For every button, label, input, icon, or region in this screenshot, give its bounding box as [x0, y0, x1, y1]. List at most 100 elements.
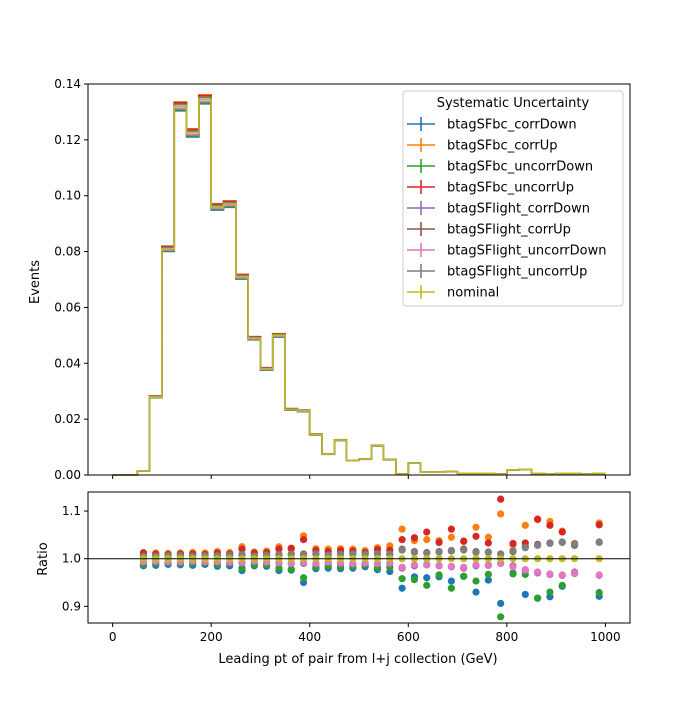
legend-label-btagSFlight_uncorrUp: btagSFlight_uncorrUp — [447, 265, 587, 280]
x-tick-label: 600 — [397, 630, 420, 644]
ratio-point-btagSFbc_uncorrUp — [423, 528, 431, 536]
ratio-point-btagSFbc_uncorrUp — [435, 538, 443, 547]
top-y-tick-label: 0.14 — [54, 77, 81, 91]
legend: Systematic Uncertainty btagSFbc_corrDown… — [402, 90, 624, 307]
top-y-tick-label: 0.02 — [54, 412, 81, 426]
ratio-point-btagSFbc_uncorrDown — [558, 581, 566, 589]
top-y-tick-label: 0.06 — [54, 300, 81, 314]
ratio-point-btagSFlight_uncorrDown — [460, 563, 468, 571]
ratio-point-btagSFbc_uncorrUp — [484, 539, 492, 547]
ratio-point-btagSFbc_uncorrUp — [472, 532, 480, 540]
legend-label-btagSFlight_corrDown: btagSFlight_corrDown — [447, 202, 590, 217]
ratio-point-btagSFbc_uncorrDown — [460, 572, 468, 580]
ratio-point-btagSFbc_uncorrDown — [275, 564, 283, 572]
x-tick-label: 0 — [109, 630, 117, 644]
ratio-point-btagSFlight_uncorrUp — [570, 540, 579, 549]
legend-label-btagSFbc_uncorrDown: btagSFbc_uncorrDown — [447, 160, 593, 175]
ratio-point-btagSFlight_uncorrDown — [546, 570, 554, 578]
ratio-point-btagSFbc_uncorrUp — [238, 545, 246, 553]
ratio-point-btagSFlight_uncorrDown — [595, 571, 603, 579]
ratio-point-btagSFbc_uncorrUp — [398, 536, 406, 544]
x-tick-label: 400 — [298, 630, 321, 644]
x-tick-label: 200 — [200, 630, 223, 644]
ratio-point-btagSFlight_uncorrUp — [558, 538, 566, 547]
ratio-point-btagSFbc_uncorrUp — [509, 539, 517, 548]
ratio-point-btagSFbc_corrDown — [398, 584, 406, 592]
y-axis-label-bottom: Ratio — [36, 542, 51, 575]
ratio-point-btagSFbc_uncorrUp — [546, 521, 554, 529]
legend-frame — [402, 90, 624, 307]
ratio-point-btagSFbc_uncorrUp — [558, 528, 566, 536]
bottom-y-tick-label: 1.0 — [62, 552, 81, 566]
ratio-point-btagSFbc_uncorrUp — [447, 525, 455, 533]
ratio-point-btagSFbc_corrUp — [423, 536, 431, 544]
ratio-point-btagSFlight_uncorrDown — [509, 563, 517, 571]
x-tick-label: 1000 — [590, 630, 621, 644]
ratio-point-btagSFlight_uncorrUp — [521, 544, 529, 552]
x-tick-label: 800 — [495, 630, 518, 644]
ratio-point-btagSFbc_uncorrDown — [546, 588, 554, 596]
legend-label-nominal: nominal — [447, 286, 499, 301]
ratio-point-btagSFlight_uncorrUp — [435, 548, 443, 556]
ratio-point-btagSFbc_uncorrDown — [435, 571, 443, 579]
ratio-point-btagSFlight_uncorrUp — [509, 546, 517, 555]
ratio-point-btagSFbc_corrUp — [521, 521, 529, 529]
ratio-point-btagSFlight_uncorrUp — [423, 549, 431, 557]
ratio-point-btagSFlight_uncorrDown — [558, 571, 566, 579]
ratio-point-btagSFbc_uncorrUp — [299, 536, 308, 544]
ratio-point-btagSFbc_uncorrDown — [497, 613, 505, 621]
ratio-point-btagSFlight_uncorrDown — [472, 561, 480, 569]
ratio-point-btagSFlight_uncorrDown — [398, 563, 406, 571]
ratio-point-btagSFbc_uncorrDown — [398, 575, 406, 583]
ratio-point-btagSFlight_uncorrUp — [410, 548, 419, 557]
top-y-tick-label: 0.00 — [54, 468, 81, 482]
ratio-point-btagSFbc_uncorrDown — [447, 584, 455, 592]
top-panel-frame — [87, 83, 631, 476]
ratio-point-btagSFlight_uncorrDown — [410, 561, 419, 569]
ratio-point-btagSFlight_uncorrUp — [546, 539, 554, 548]
ratio-point-btagSFbc_uncorrUp — [275, 545, 283, 553]
ratio-point-btagSFlight_uncorrDown — [570, 569, 579, 577]
legend-label-btagSFlight_uncorrDown: btagSFlight_uncorrDown — [447, 244, 607, 259]
ratio-point-btagSFbc_uncorrDown — [238, 564, 246, 572]
top-y-tick-label: 0.08 — [54, 245, 81, 259]
ratio-point-btagSFlight_uncorrDown — [435, 561, 443, 569]
series-step-nominal — [112, 98, 606, 476]
ratio-point-btagSFbc_uncorrDown — [287, 565, 295, 573]
legend-label-btagSFlight_corrUp: btagSFlight_corrUp — [447, 223, 571, 238]
ratio-point-btagSFbc_corrDown — [447, 577, 455, 585]
ratio-point-btagSFbc_uncorrUp — [595, 521, 603, 529]
ratio-point-btagSFbc_uncorrUp — [410, 534, 419, 542]
axes-layer: 0 200 400 600 800 1000 0.00 0.02 0.04 0.06 0.08 0.1… — [54, 77, 631, 644]
ratio-point-btagSFlight_uncorrDown — [423, 560, 431, 569]
ratio-point-btagSFbc_uncorrDown — [299, 574, 308, 582]
ratio-point-btagSFbc_corrUp — [398, 525, 406, 533]
top-y-tick-label: 0.04 — [54, 356, 81, 370]
ratio-point-btagSFbc_uncorrDown — [595, 588, 603, 597]
ratio-point-btagSFlight_uncorrDown — [447, 562, 455, 570]
ratio-point-btagSFbc_uncorrDown — [472, 577, 480, 585]
bottom-y-tick-label: 0.9 — [62, 599, 81, 613]
ratio-point-btagSFbc_corrUp — [472, 523, 480, 531]
ratio-point-btagSFbc_corrUp — [497, 510, 505, 518]
ratio-point-btagSFlight_uncorrUp — [447, 547, 455, 555]
ratio-point-btagSFlight_uncorrUp — [484, 548, 492, 557]
ratio-point-btagSFbc_corrDown — [521, 590, 529, 599]
bottom-series-layer — [139, 495, 603, 621]
ratio-point-btagSFbc_corrDown — [423, 574, 431, 582]
ratio-point-btagSFbc_corrDown — [497, 599, 505, 608]
legend-label-btagSFbc_corrDown: btagSFbc_corrDown — [447, 118, 577, 133]
ratio-point-btagSFbc_uncorrDown — [534, 594, 542, 602]
bottom-panel-frame — [87, 491, 631, 624]
ratio-point-btagSFlight_uncorrUp — [398, 546, 406, 554]
ratio-point-btagSFbc_corrUp — [447, 533, 455, 541]
ratio-point-btagSFbc_uncorrDown — [410, 576, 419, 584]
ratio-point-btagSFbc_corrUp — [484, 533, 492, 541]
ratio-point-btagSFlight_uncorrDown — [534, 568, 542, 576]
legend-title: Systematic Uncertainty — [437, 96, 590, 111]
top-series-layer — [112, 94, 606, 476]
top-y-tick-label: 0.12 — [54, 133, 81, 147]
bottom-y-tick-label: 1.1 — [62, 504, 81, 518]
